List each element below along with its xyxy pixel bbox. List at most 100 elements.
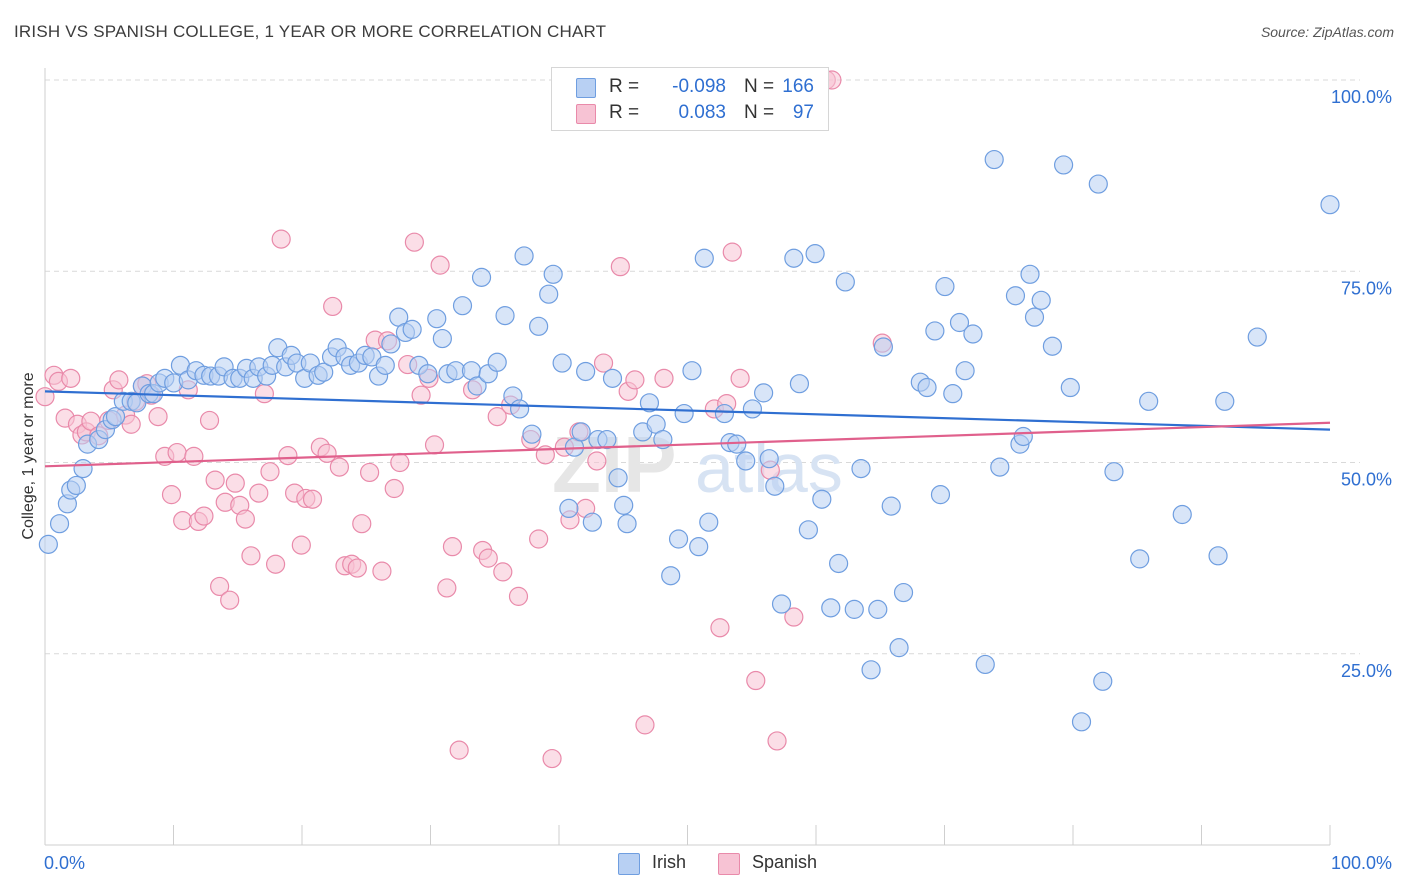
irish-point: [893, 582, 914, 603]
irish-point: [1060, 377, 1080, 398]
irish-point: [917, 377, 937, 398]
irish-point: [851, 459, 871, 479]
irish-point: [668, 529, 689, 549]
legend-n-value: 166: [782, 76, 814, 97]
spanish-point: [225, 473, 245, 493]
irish-point: [427, 309, 447, 329]
spanish-point: [352, 514, 372, 534]
spanish-point: [610, 257, 630, 277]
spanish-point: [205, 470, 225, 490]
irish-point: [375, 355, 395, 375]
spanish-point: [148, 407, 168, 427]
irish-point: [1130, 549, 1150, 569]
y-tick-label: 100.0%: [1331, 87, 1392, 107]
spanish-point: [710, 618, 730, 638]
spanish-point: [278, 446, 298, 466]
trend-lines: [44, 390, 1331, 468]
irish-point: [1024, 307, 1045, 327]
spanish-point: [329, 457, 349, 477]
irish-point: [1215, 391, 1235, 411]
spanish-point: [424, 435, 445, 455]
legend-n-label: N =: [744, 76, 775, 97]
legend-n-label: N =: [744, 102, 775, 123]
spanish-point: [442, 537, 463, 557]
spanish-point: [430, 255, 450, 275]
irish-point: [975, 654, 995, 675]
irish-point: [639, 393, 660, 413]
irish-point: [1042, 336, 1063, 356]
irish-point: [736, 451, 756, 471]
irish-point: [576, 361, 596, 382]
legend-r-label: R =: [609, 102, 640, 123]
irish-point: [1031, 290, 1051, 310]
irish-point: [868, 599, 888, 619]
legend-r-value: -0.098: [672, 76, 726, 97]
irish-point: [582, 512, 602, 532]
spanish-point: [478, 548, 498, 568]
x-tick-label: 0.0%: [44, 853, 85, 873]
spanish-point: [746, 670, 766, 691]
irish-point: [674, 403, 694, 424]
spanish-points: [35, 70, 892, 769]
chart-title: IRISH VS SPANISH COLLEGE, 1 YEAR OR MORE…: [14, 22, 607, 41]
spanish-point: [784, 607, 804, 627]
spanish-point: [449, 740, 469, 760]
irish-point: [930, 485, 951, 505]
spanish-point: [767, 731, 787, 751]
irish-point: [539, 284, 559, 304]
legend-r-value: 0.083: [678, 102, 726, 123]
irish-point: [1208, 546, 1228, 566]
spanish-point: [347, 558, 367, 578]
irish-point: [1320, 195, 1340, 215]
irish-point: [509, 399, 530, 419]
irish-point: [402, 319, 422, 339]
irish-point: [889, 638, 909, 658]
spanish-point: [722, 242, 742, 262]
irish-point: [955, 361, 975, 381]
irish-point: [689, 537, 709, 557]
legend-label-irish: Irish: [652, 852, 687, 872]
irish-point: [1071, 712, 1092, 732]
irish-point: [873, 337, 893, 357]
y-axis-label-wrap: College, 1 year or more: [14, 355, 44, 565]
irish-point: [529, 316, 549, 336]
irish-point: [452, 296, 473, 316]
spanish-point: [384, 478, 404, 499]
spanish-point: [302, 489, 323, 509]
irish-point: [543, 264, 563, 284]
irish-point: [49, 514, 70, 534]
y-axis-label: College, 1 year or more: [20, 372, 37, 540]
y-tick-label: 25.0%: [1341, 661, 1392, 681]
irish-point: [765, 476, 785, 496]
spanish-trend-line: [44, 421, 1331, 468]
y-tick-label: 50.0%: [1341, 470, 1392, 490]
irish-point: [653, 429, 673, 450]
spanish-point: [529, 529, 549, 549]
tick-labels: 100.0% 75.0% 50.0% 25.0% 0.0% 100.0%: [44, 87, 1392, 873]
irish-point: [559, 498, 579, 518]
spanish-point: [194, 506, 214, 526]
irish-point: [514, 246, 534, 266]
irish-point: [694, 248, 714, 268]
irish-point: [949, 312, 970, 333]
irish-point: [38, 534, 58, 554]
irish-point: [844, 599, 864, 619]
spanish-point: [625, 370, 645, 390]
irish-point: [418, 364, 438, 384]
spanish-point: [487, 407, 507, 427]
irish-point: [1093, 671, 1113, 691]
irish-point: [925, 321, 945, 341]
spanish-point: [493, 562, 513, 582]
source-credit[interactable]: Source: ZipAtlas.com: [1260, 24, 1394, 40]
spanish-point: [167, 442, 187, 463]
irish-point: [943, 384, 963, 404]
irish-point: [784, 248, 804, 268]
irish-point: [963, 324, 983, 344]
irish-point: [467, 376, 487, 396]
irish-point: [66, 475, 86, 496]
irish-point: [1172, 504, 1192, 525]
irish-point: [805, 244, 825, 264]
spanish-point: [241, 546, 261, 566]
spanish-point: [249, 483, 269, 503]
irish-point: [984, 149, 1004, 170]
